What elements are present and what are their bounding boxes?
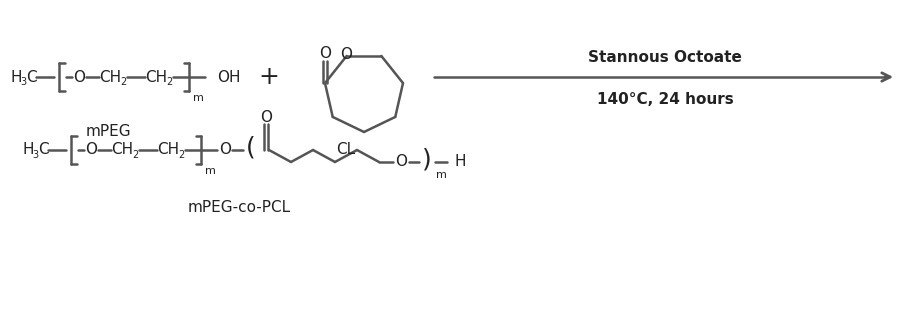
Text: ): ) — [422, 148, 431, 172]
Text: +: + — [258, 65, 279, 89]
Text: m: m — [193, 93, 204, 103]
Text: 2: 2 — [120, 77, 126, 87]
Text: H: H — [454, 154, 465, 170]
Text: O: O — [219, 142, 231, 158]
Text: OH: OH — [217, 70, 241, 84]
Text: 3: 3 — [32, 150, 38, 160]
Text: H: H — [10, 70, 21, 84]
Text: O: O — [85, 142, 97, 158]
Text: O: O — [395, 154, 407, 170]
Text: 140°C, 24 hours: 140°C, 24 hours — [596, 92, 734, 107]
Text: 2: 2 — [178, 150, 184, 160]
Text: 3: 3 — [20, 77, 27, 87]
Text: O: O — [73, 70, 85, 84]
Text: O: O — [340, 47, 352, 62]
Text: CH: CH — [145, 70, 167, 84]
Text: m: m — [436, 170, 447, 180]
Text: CH: CH — [157, 142, 180, 158]
Text: C: C — [26, 70, 37, 84]
Text: 2: 2 — [132, 150, 138, 160]
Text: O: O — [260, 110, 272, 124]
Text: mPEG: mPEG — [86, 124, 131, 139]
Text: CH: CH — [111, 142, 133, 158]
Text: CH: CH — [99, 70, 121, 84]
Text: mPEG-co-PCL: mPEG-co-PCL — [188, 201, 291, 215]
Text: CL: CL — [336, 142, 355, 158]
Text: 2: 2 — [166, 77, 172, 87]
Text: (: ( — [246, 136, 256, 160]
Text: O: O — [319, 46, 331, 60]
Text: C: C — [38, 142, 49, 158]
Text: Stannous Octoate: Stannous Octoate — [588, 49, 742, 64]
Text: m: m — [205, 166, 216, 176]
Text: H: H — [22, 142, 34, 158]
